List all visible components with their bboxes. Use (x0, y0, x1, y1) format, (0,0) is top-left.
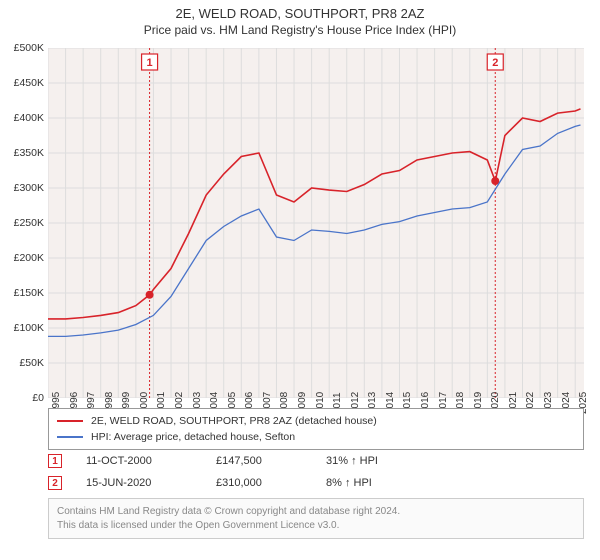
legend-item: 2E, WELD ROAD, SOUTHPORT, PR8 2AZ (detac… (57, 413, 575, 429)
sale-row: 2 15-JUN-2020 £310,000 8% ↑ HPI (48, 472, 584, 494)
y-tick-label: £350K (2, 147, 44, 159)
y-tick-label: £250K (2, 217, 44, 229)
sale-row: 1 11-OCT-2000 £147,500 31% ↑ HPI (48, 450, 584, 472)
sale-hpi-delta: 31% ↑ HPI (326, 455, 426, 467)
chart-container: 2E, WELD ROAD, SOUTHPORT, PR8 2AZ Price … (0, 0, 600, 560)
title-line1: 2E, WELD ROAD, SOUTHPORT, PR8 2AZ (0, 6, 600, 21)
y-tick-label: £50K (2, 357, 44, 369)
legend-swatch (57, 420, 83, 422)
y-tick-label: £400K (2, 112, 44, 124)
sale-date: 15-JUN-2020 (86, 477, 216, 489)
chart-plot-area: 12 (48, 48, 584, 398)
y-tick-label: £150K (2, 287, 44, 299)
y-tick-label: £100K (2, 322, 44, 334)
sale-date: 11-OCT-2000 (86, 455, 216, 467)
sale-hpi-delta: 8% ↑ HPI (326, 477, 426, 489)
svg-text:2: 2 (492, 57, 498, 69)
footer: Contains HM Land Registry data © Crown c… (48, 498, 584, 539)
y-tick-label: £0 (2, 392, 44, 404)
title-block: 2E, WELD ROAD, SOUTHPORT, PR8 2AZ Price … (0, 0, 600, 37)
y-tick-label: £300K (2, 182, 44, 194)
title-line2: Price paid vs. HM Land Registry's House … (0, 23, 600, 37)
legend-swatch (57, 436, 83, 438)
footer-line2: This data is licensed under the Open Gov… (57, 519, 575, 533)
footer-line1: Contains HM Land Registry data © Crown c… (57, 505, 575, 519)
sale-marker-icon: 2 (48, 476, 62, 490)
legend: 2E, WELD ROAD, SOUTHPORT, PR8 2AZ (detac… (48, 408, 584, 450)
y-tick-label: £450K (2, 77, 44, 89)
chart-svg: 12 (48, 48, 584, 398)
sales-block: 1 11-OCT-2000 £147,500 31% ↑ HPI 2 15-JU… (48, 450, 584, 494)
sale-marker-icon: 1 (48, 454, 62, 468)
y-tick-label: £200K (2, 252, 44, 264)
sale-price: £147,500 (216, 455, 326, 467)
svg-text:1: 1 (147, 57, 153, 69)
legend-label: HPI: Average price, detached house, Seft… (91, 431, 295, 443)
legend-label: 2E, WELD ROAD, SOUTHPORT, PR8 2AZ (detac… (91, 415, 377, 427)
y-tick-label: £500K (2, 42, 44, 54)
legend-item: HPI: Average price, detached house, Seft… (57, 429, 575, 445)
sale-price: £310,000 (216, 477, 326, 489)
